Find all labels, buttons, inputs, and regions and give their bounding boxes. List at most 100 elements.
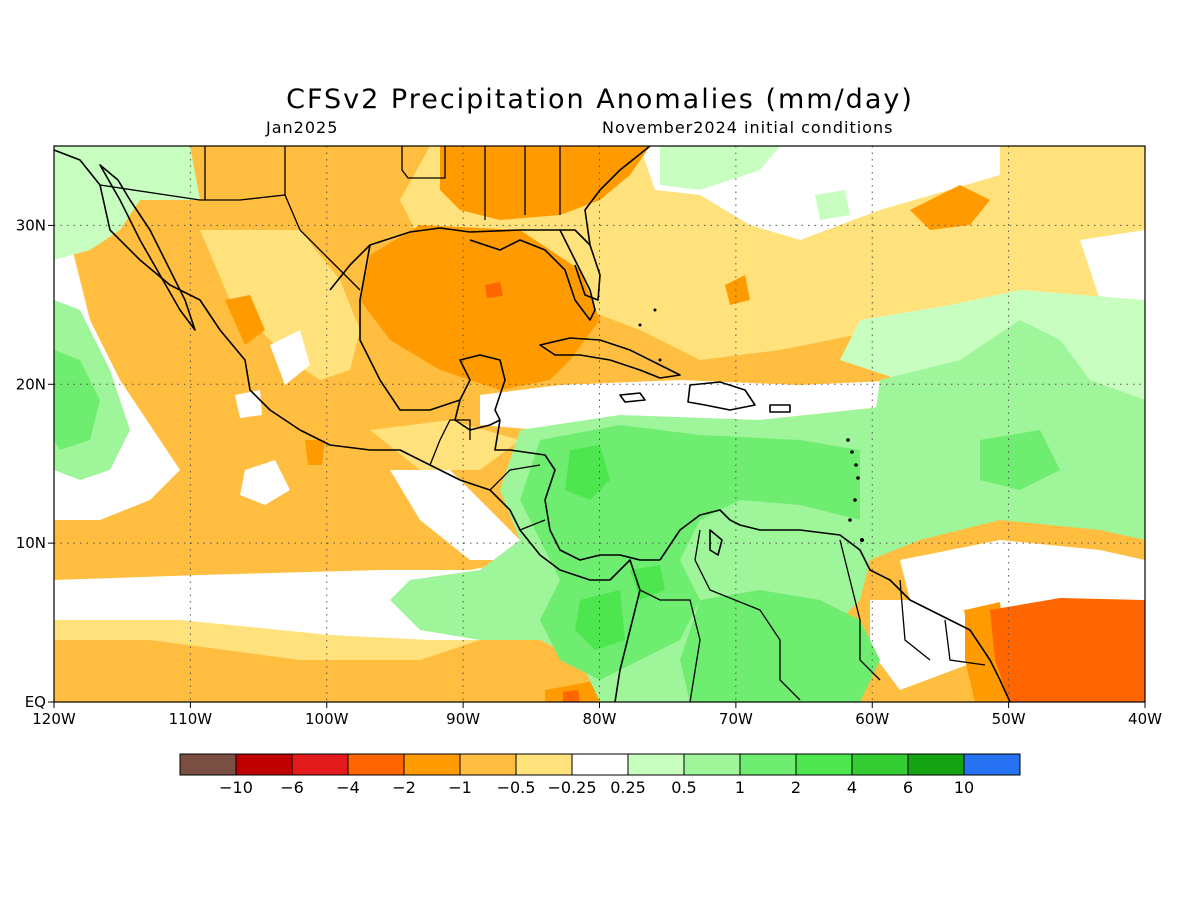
x-tick-label: 40W: [1128, 710, 1162, 728]
border-central-america: [489, 464, 601, 561]
island: [850, 450, 854, 454]
island: [860, 538, 864, 542]
coast-east-us: [584, 146, 651, 246]
border-colombia-south: [639, 589, 701, 702]
x-tick-label: 80W: [583, 710, 617, 728]
field-bright-green-3: [630, 565, 665, 600]
legend-label: −10: [219, 778, 253, 797]
x-tick-label: 110W: [169, 710, 213, 728]
field-yellow-mexico: [200, 230, 360, 380]
field-green-west-core: [54, 350, 100, 450]
coast-puerto-rico: [769, 404, 791, 413]
legend-label: 4: [847, 778, 857, 797]
legend-label: 10: [954, 778, 974, 797]
political-borders: [99, 146, 986, 702]
coast-hispaniola: [687, 381, 756, 411]
legend-swatch: [683, 753, 741, 776]
forecast-month: Jan2025: [266, 118, 339, 137]
initial-conditions-label: November2024 initial conditions: [602, 118, 894, 137]
legend-label: 0.5: [671, 778, 696, 797]
legend-label: −2: [392, 778, 416, 797]
field-dark-orange-atlantic: [990, 598, 1145, 702]
field-orange-pacific-2: [305, 440, 325, 465]
field-green-atlantic-patch: [815, 190, 850, 220]
legend-swatch: [347, 753, 405, 776]
coast-jamaica: [619, 392, 646, 403]
coast-pacific: [54, 149, 641, 702]
legend-swatch: [403, 753, 461, 776]
island: [846, 438, 850, 442]
field-orange-pacific-1: [225, 295, 265, 345]
lesser-antilles: [638, 308, 864, 542]
y-tick-label: EQ: [25, 693, 46, 711]
field-white-atlantic: [900, 540, 1145, 610]
field-dark-orange-gulf: [485, 282, 503, 298]
legend-swatch: [851, 753, 909, 776]
x-tick-label: 100W: [305, 710, 349, 728]
legend-label: −6: [280, 778, 304, 797]
island: [653, 308, 657, 312]
x-tick-label: 70W: [719, 710, 753, 728]
legend-label: 2: [791, 778, 801, 797]
legend-swatch: [795, 753, 853, 776]
legend-swatch: [907, 753, 965, 776]
island: [854, 463, 858, 467]
axis-ticks: 120W 110W 100W 90W 80W 70W 60W 50W 40W EQ 10N 20N 30…: [16, 216, 1162, 728]
border-colombia-venezuela: [694, 529, 801, 701]
x-tick-label: 60W: [855, 710, 889, 728]
field-white-guyana: [870, 600, 980, 690]
y-tick-label: 10N: [16, 534, 46, 552]
legend-swatch: [739, 753, 797, 776]
island: [658, 358, 662, 362]
x-tick-label: 90W: [446, 710, 480, 728]
coast-gulf: [329, 227, 596, 321]
field-dark-orange-south: [563, 690, 580, 702]
field-green-atlantic-core: [980, 430, 1060, 490]
legend-label: 1: [735, 778, 745, 797]
field-white-patch-2: [270, 330, 310, 385]
legend-swatch: [571, 753, 629, 776]
field-white-east-edge: [1080, 230, 1145, 300]
color-legend: −10 −6 −4 −2 −1 −0.5 −0.25 0.25 0.5 1 2 4 6 10: [179, 753, 1021, 797]
coast-cuba: [539, 337, 681, 379]
field-orange-gulf: [360, 225, 600, 390]
island: [853, 498, 857, 502]
field-orange-north-gulf: [440, 146, 650, 220]
legend-label: −1: [448, 778, 472, 797]
field-orange-atlantic-2: [725, 275, 750, 305]
field-green-north-east: [660, 146, 780, 190]
coast-south-america: [659, 509, 1011, 702]
x-tick-label: 120W: [32, 710, 76, 728]
legend-label: −4: [336, 778, 360, 797]
coast-baja: [99, 164, 196, 331]
legend-swatch: [291, 753, 349, 776]
legend-label: −0.5: [497, 778, 536, 797]
field-white-gulf-pacific: [390, 470, 540, 560]
anomaly-field: [54, 146, 1145, 702]
border-guatemala: [429, 419, 471, 466]
coast-florida: [560, 229, 601, 301]
field-bright-green-1: [565, 445, 610, 500]
legend-label: 0.25: [610, 778, 646, 797]
y-tick-label: 20N: [16, 375, 46, 393]
field-white-patch-3: [235, 390, 262, 418]
coast-maracaibo: [709, 529, 723, 556]
legend-swatch: [179, 753, 237, 776]
legend-swatch: [459, 753, 517, 776]
border-venezuela-guyana: [839, 539, 881, 681]
y-tick-label: 30N: [16, 216, 46, 234]
field-bright-green-2: [575, 590, 625, 650]
island: [638, 323, 642, 327]
legend-label: −0.25: [547, 778, 596, 797]
map-title: CFSv2 Precipitation Anomalies (mm/day): [286, 84, 914, 115]
field-white-patch-1: [240, 460, 290, 505]
legend-label: 6: [903, 778, 913, 797]
island: [856, 476, 860, 480]
island: [848, 518, 852, 522]
field-green-northwest: [54, 146, 200, 260]
field-orange-atlantic: [910, 185, 990, 230]
legend-swatch: [963, 753, 1021, 776]
legend-swatch: [235, 753, 293, 776]
field-light-green-atlantic: [870, 320, 1145, 520]
